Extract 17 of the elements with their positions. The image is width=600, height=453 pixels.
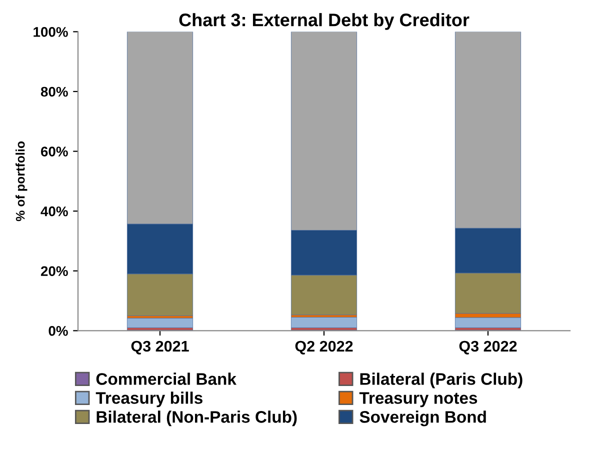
chart-title: Chart 3: External Debt by Creditor bbox=[179, 13, 470, 30]
legend-label: Sovereign Bond bbox=[360, 410, 486, 426]
legend-label: Commercial Bank bbox=[96, 372, 236, 385]
x-tick-label: Q3 2022 bbox=[459, 340, 517, 354]
legend-label: Bilateral (Paris Club) bbox=[360, 372, 522, 388]
y-tick-label: 0% bbox=[48, 326, 68, 336]
x-tick-label: Q3 2021 bbox=[131, 340, 189, 354]
y-tick-label: 100% bbox=[34, 27, 68, 37]
y-axis-title: % of portfolio bbox=[16, 141, 28, 222]
legend-label: Bilateral (Non-Paris Club) bbox=[96, 410, 297, 426]
legend-label: Treasury bills bbox=[96, 392, 202, 408]
y-tick-label: 80% bbox=[40, 86, 68, 97]
y-tick-label: 20% bbox=[40, 266, 68, 276]
x-tick-label: Q2 2022 bbox=[295, 340, 353, 354]
y-tick-label: 40% bbox=[40, 206, 68, 216]
legend-label: Treasury notes bbox=[359, 392, 478, 408]
y-tick-label: 60% bbox=[40, 146, 68, 156]
